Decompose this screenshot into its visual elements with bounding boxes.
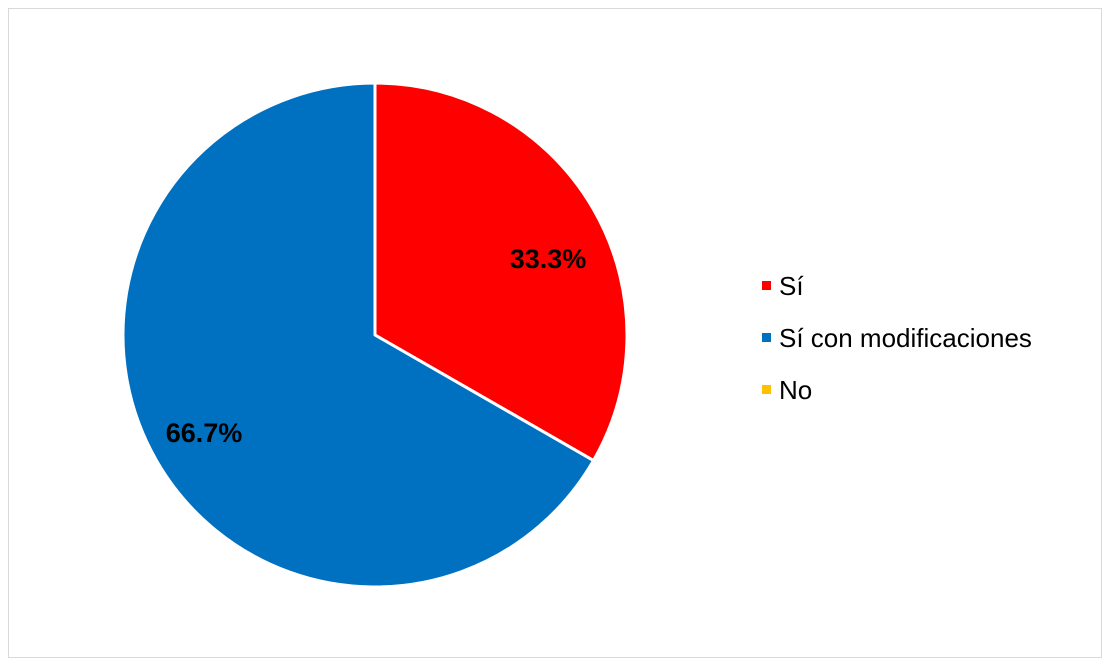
legend-swatch-si	[762, 281, 771, 290]
legend-swatch-si-con-modificaciones	[762, 333, 771, 342]
pie-slices	[121, 81, 629, 589]
data-label-si-con-modificaciones: 66.7%	[166, 418, 243, 448]
pie-slice-si-con-modificaciones	[121, 81, 596, 589]
pie-slice-si	[373, 81, 629, 463]
legend-label-si-con-modificaciones: Sí con modificaciones	[779, 323, 1032, 353]
legend-label-no: No	[779, 375, 812, 405]
legend-label-si: Sí	[779, 271, 804, 301]
legend-swatch-no	[762, 385, 771, 394]
data-label-si: 33.3%	[510, 244, 587, 274]
legend: Sí Sí con modificaciones No	[762, 271, 1032, 405]
pie-data-labels: 33.3% 66.7%	[166, 244, 587, 448]
